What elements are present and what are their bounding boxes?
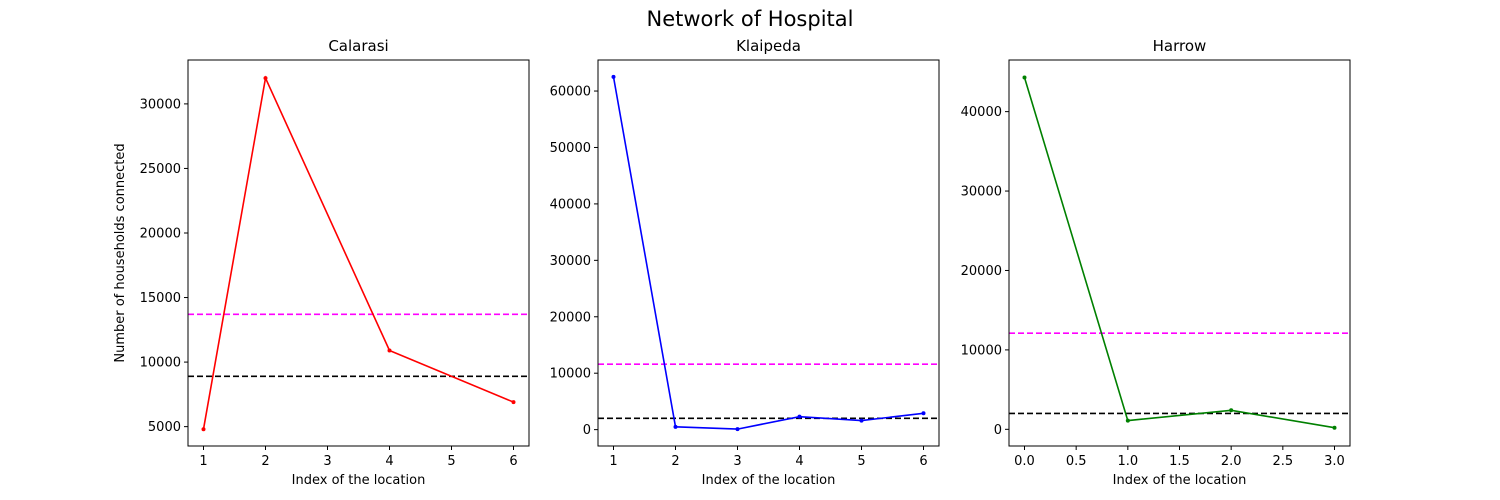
y-tick-label: 10000 — [550, 367, 591, 382]
y-tick-label: 20000 — [961, 264, 1002, 279]
y-tick-label: 20000 — [550, 310, 591, 325]
axes-frame — [187, 59, 530, 447]
x-tick-label: 0.5 — [1066, 454, 1087, 469]
x-tick-label: 5 — [447, 454, 455, 469]
x-axis-label: Index of the location — [702, 473, 836, 488]
x-tick-label: 2.0 — [1221, 454, 1242, 469]
x-axis-label: Index of the location — [1113, 473, 1247, 488]
figure-title: Network of Hospital — [647, 7, 854, 31]
axes-frame — [1008, 59, 1351, 447]
x-tick-label: 6 — [919, 454, 927, 469]
data-point — [1229, 408, 1234, 413]
panel-1: Calarasi 1 2 3 4 5 6 5000 10000 15000 20000 25000 30… — [113, 37, 530, 488]
y-tick-label: 25000 — [140, 162, 181, 177]
y-tick-label: 40000 — [550, 197, 591, 212]
data-point — [1125, 418, 1130, 423]
y-tick-label: 50000 — [550, 141, 591, 156]
x-axis-label: Index of the location — [292, 473, 426, 488]
data-point — [735, 427, 740, 432]
data-point — [1332, 425, 1337, 430]
panel-title: Calarasi — [328, 37, 388, 55]
x-tick-label: 3 — [323, 454, 331, 469]
x-tick-label: 2 — [671, 454, 679, 469]
x-tick-label: 1 — [199, 454, 207, 469]
x-tick-label: 4 — [385, 454, 393, 469]
x-tick-label: 1.5 — [1169, 454, 1190, 469]
y-tick-label: 0 — [583, 423, 591, 438]
data-point — [1022, 75, 1027, 80]
data-point — [673, 424, 678, 429]
axes-frame — [597, 59, 940, 447]
panel-3: Harrow 0.0 0.5 1.0 1.5 2.0 2.5 3.0 0 10000 20000 30… — [961, 37, 1351, 488]
panel-2: Klaipeda 1 2 3 4 5 6 0 10000 20000 30000 40000 50000… — [550, 37, 940, 488]
x-tick-label: 4 — [795, 454, 803, 469]
x-tick-label: 2.5 — [1272, 454, 1293, 469]
y-axis-label: Number of households connected — [113, 143, 128, 362]
y-tick-label: 15000 — [140, 291, 181, 306]
y-tick-label: 10000 — [961, 343, 1002, 358]
y-tick-label: 5000 — [148, 420, 181, 435]
series-line — [1023, 77, 1335, 429]
panel-title: Harrow — [1153, 37, 1207, 55]
y-tick-label: 60000 — [550, 85, 591, 100]
data-point — [263, 76, 268, 81]
data-point — [387, 348, 392, 353]
data-point — [611, 74, 616, 79]
y-tick-label: 30000 — [961, 185, 1002, 200]
panel-title: Klaipeda — [736, 37, 801, 55]
y-tick-label: 0 — [994, 423, 1002, 438]
x-tick-label: 0.0 — [1014, 454, 1035, 469]
y-tick-label: 30000 — [550, 254, 591, 269]
y-tick-label: 40000 — [961, 105, 1002, 120]
y-tick-label: 10000 — [140, 356, 181, 371]
x-tick-label: 6 — [509, 454, 517, 469]
y-tick-label: 20000 — [140, 226, 181, 241]
x-tick-label: 1 — [609, 454, 617, 469]
data-point — [201, 427, 206, 432]
x-tick-label: 2 — [261, 454, 269, 469]
x-tick-label: 3 — [733, 454, 741, 469]
x-tick-label: 1.0 — [1117, 454, 1138, 469]
x-tick-label: 5 — [857, 454, 865, 469]
data-point — [797, 414, 802, 419]
x-tick-label: 3.0 — [1324, 454, 1345, 469]
y-tick-label: 30000 — [140, 97, 181, 112]
series-line — [612, 76, 924, 430]
series-line — [202, 75, 514, 430]
data-point — [921, 411, 926, 416]
data-point — [511, 400, 516, 405]
data-point — [859, 418, 864, 423]
